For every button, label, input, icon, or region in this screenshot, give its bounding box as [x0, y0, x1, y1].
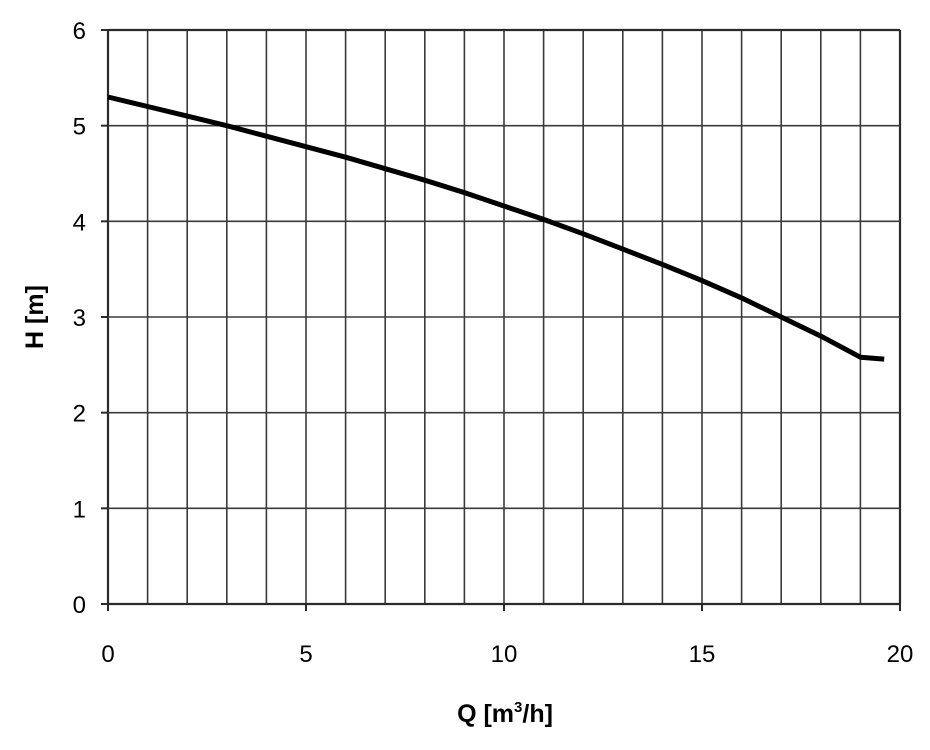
y-tick-label: 3: [73, 305, 86, 332]
x-axis-ticks: 0 5 10 15 20: [101, 604, 913, 668]
y-tick-label: 6: [73, 18, 86, 45]
x-axis-title-main: Q [m: [457, 700, 514, 728]
x-tick-label: 10: [491, 641, 518, 668]
y-axis-title: H [m]: [21, 285, 49, 349]
series-layer: [107, 94, 885, 362]
y-tick-label: 1: [73, 496, 86, 523]
x-axis-title-tail: /h]: [522, 700, 553, 728]
y-tick-label: 4: [73, 209, 86, 236]
y-axis-ticks: 0 1 2 3 4 5 6: [73, 18, 108, 619]
y-tick-label: 5: [73, 114, 86, 141]
x-axis-title-superscript: 3: [514, 699, 522, 716]
x-axis-title: Q [m3/h]: [457, 699, 553, 728]
x-tick-label: 20: [887, 641, 914, 668]
y-tick-label: 2: [73, 401, 86, 428]
series-line-0: [107, 94, 885, 362]
y-tick-label: 0: [73, 592, 86, 619]
x-tick-label: 5: [299, 641, 312, 668]
x-tick-label: 0: [101, 641, 114, 668]
x-tick-label: 15: [689, 641, 716, 668]
